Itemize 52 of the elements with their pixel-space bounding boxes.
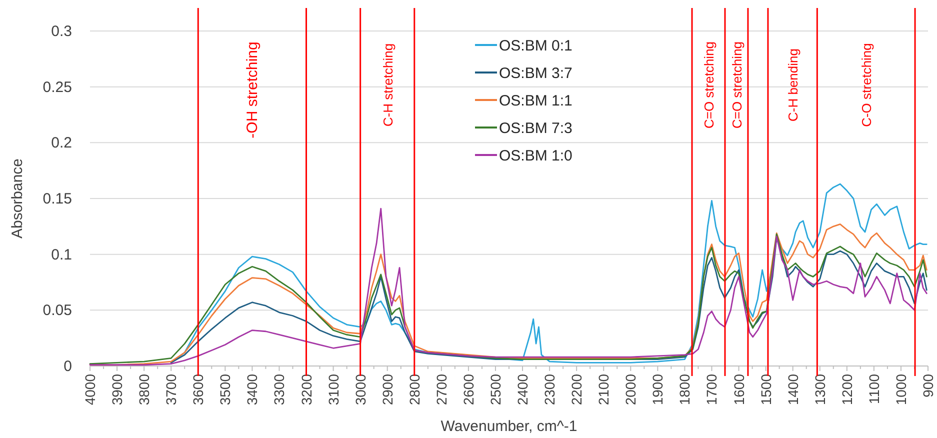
x-tick-label: 1500 [758,374,774,406]
y-tick-label: 0.3 [51,23,72,40]
y-tick-label: 0.15 [42,190,72,208]
y-axis-title: Absorbance [9,158,26,239]
legend-label: OS:BM 3:7 [499,65,572,82]
x-tick-label: 3200 [298,374,314,406]
x-tick-label: 3900 [109,374,126,406]
x-tick-label: 1700 [704,374,720,406]
x-tick-label: 3700 [163,374,180,406]
x-tick-label: 2100 [596,374,612,406]
x-tick-label: 1300 [812,374,828,406]
y-tick-label: 0.1 [51,246,72,264]
x-tick-label: 1600 [730,374,747,406]
x-tick-label: 3500 [217,374,234,406]
ref-line-label: -OH stretching [244,42,262,138]
x-tick-label: 1200 [838,374,855,406]
ref-line-label: C=O stretching [729,41,744,129]
x-tick-label: 2700 [433,374,450,406]
x-tick-label: 3400 [244,374,260,406]
x-tick-label: 1400 [784,374,801,406]
x-tick-label: 3000 [352,374,368,406]
ref-line-label: C-O stretching [859,43,874,127]
ref-line-label: C-H bending [786,48,801,122]
x-tick-label: 2000 [622,374,639,406]
x-tick-label: 2300 [542,374,558,406]
ref-line-label: C-H stretching [380,43,396,127]
x-tick-label: 2400 [514,374,531,406]
x-tick-label: 3800 [136,374,152,406]
x-tick-label: 1000 [892,374,909,406]
ref-line-label: C=O stretching [702,41,716,129]
legend-label: OS:BM 7:3 [499,120,572,137]
x-tick-label: 900 [920,374,936,398]
x-tick-label: 1900 [650,374,666,406]
legend-label: OS:BM 1:1 [499,92,572,110]
x-tick-label: 3300 [271,374,288,406]
x-tick-label: 4000 [82,374,98,406]
x-tick-label: 1100 [866,374,882,404]
x-tick-label: 2600 [460,374,476,406]
legend-label: OS:BM 1:0 [499,148,572,164]
x-tick-label: 2200 [568,374,585,406]
x-tick-label: 3600 [190,374,206,406]
x-tick-label: 2800 [406,374,422,406]
x-tick-label: 2500 [487,374,504,406]
x-axis-title: Wavenumber, cm^-1 [440,418,578,435]
x-tick-label: 2900 [379,374,396,406]
x-tick-label: 3100 [325,374,342,406]
x-tick-label: 1800 [676,374,693,406]
y-tick-label: 0.2 [51,134,72,152]
y-tick-label: 0.25 [42,78,72,96]
y-tick-label: 0 [64,358,72,375]
legend-label: OS:BM 0:1 [499,38,572,54]
y-tick-label: 0.05 [42,302,72,320]
